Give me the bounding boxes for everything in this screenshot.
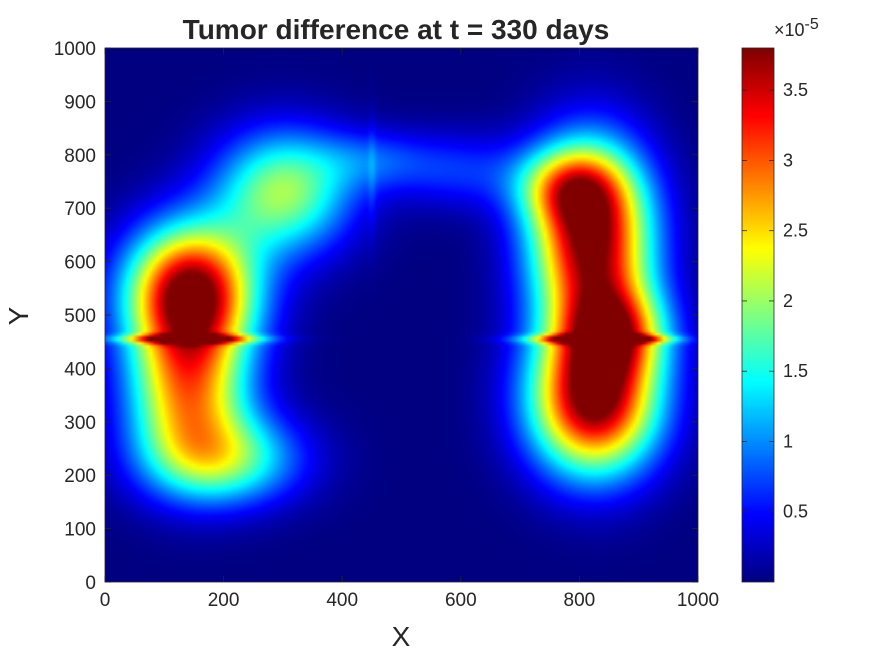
colorbar-frame [741, 47, 775, 583]
x-tick-label: 1000 [677, 590, 719, 611]
colorbar-ticks: 0.5 1 1.5 2 2.5 3 3.5 [742, 80, 808, 522]
y-tick-label: 800 [64, 146, 96, 167]
y-axis-ticks: 0 100 200 300 400 500 600 700 800 900 1000 [54, 39, 698, 594]
colorbar-tick-label: 2 [783, 291, 793, 311]
colorbar-exponent-power: -5 [805, 16, 819, 33]
plot-area [104, 47, 699, 583]
colorbar-tick-label: 3.5 [783, 80, 808, 100]
y-tick-label: 500 [64, 306, 96, 327]
x-tick-label: 200 [208, 590, 240, 611]
y-tick-label: 1000 [54, 39, 96, 60]
x-axis-ticks: 0 200 400 600 800 1000 [100, 48, 719, 611]
colorbar-exponent: ×10-5 [774, 16, 819, 40]
y-tick-label: 300 [64, 413, 96, 434]
y-tick-label: 400 [64, 359, 96, 380]
colorbar-tick-label: 0.5 [783, 502, 808, 522]
colorbar: 0.5 1 1.5 2 2.5 3 3.5 ×10-5 [741, 16, 819, 583]
y-tick-label: 100 [64, 520, 96, 541]
x-axis-label: X [392, 621, 411, 652]
heatmap-image [105, 48, 698, 582]
y-tick-label: 700 [64, 199, 96, 220]
y-tick-label: 600 [64, 253, 96, 274]
y-tick-label: 0 [85, 573, 96, 594]
colorbar-exponent-base: ×10 [774, 20, 805, 40]
y-tick-label: 200 [64, 466, 96, 487]
colorbar-image [742, 48, 774, 582]
chart-title: Tumor difference at t = 330 days [183, 14, 610, 45]
colorbar-tick-label: 3 [783, 150, 793, 170]
y-axis-label: Y [3, 306, 34, 325]
colorbar-tick-label: 1.5 [783, 361, 808, 381]
x-tick-label: 0 [100, 590, 111, 611]
y-tick-label: 900 [64, 92, 96, 113]
x-tick-label: 800 [564, 590, 596, 611]
x-tick-label: 600 [445, 590, 477, 611]
colorbar-tick-label: 2.5 [783, 221, 808, 241]
x-tick-label: 400 [326, 590, 358, 611]
colorbar-tick-label: 1 [783, 431, 793, 451]
